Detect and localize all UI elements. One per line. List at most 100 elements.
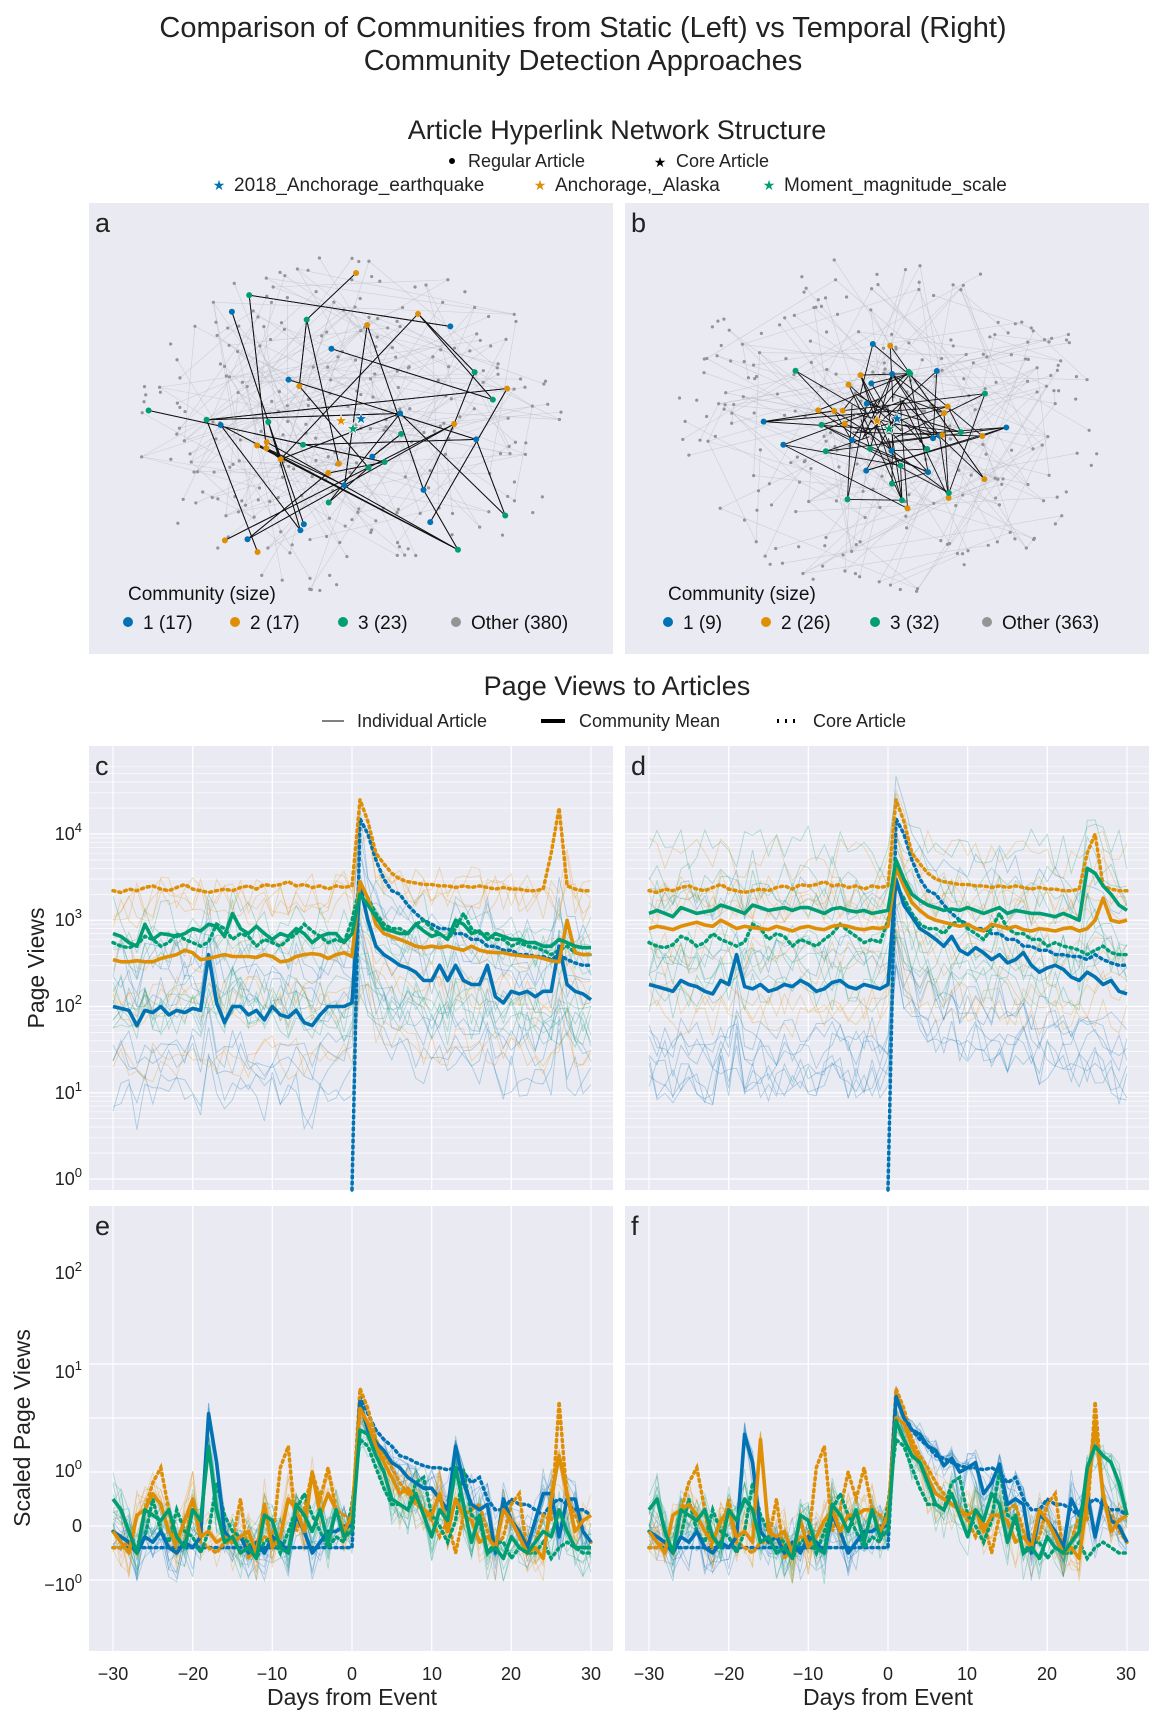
core-label-3: Moment_magnitude_scale	[784, 175, 1007, 196]
regular-article-node	[176, 402, 179, 405]
regular-article-node	[281, 579, 284, 582]
regular-article-node	[453, 346, 456, 349]
community-article-node	[504, 386, 510, 392]
regular-article-node	[825, 368, 828, 371]
regular-article-node	[681, 438, 684, 441]
regular-article-node	[987, 544, 990, 547]
regular-article-node	[907, 341, 910, 344]
regular-article-node	[961, 552, 964, 555]
regular-article-node	[373, 372, 376, 375]
views-ytick-1: 101	[55, 1079, 82, 1103]
regular-article-node	[384, 425, 387, 428]
regular-article-node	[524, 441, 527, 444]
regular-article-node	[228, 466, 231, 469]
panel-label-b: b	[631, 208, 646, 238]
regular-article-node	[993, 477, 996, 480]
regular-article-node	[805, 287, 808, 290]
regular-article-node	[475, 332, 478, 335]
regular-article-node	[308, 577, 311, 580]
community-article-node	[301, 521, 307, 527]
community-article-node	[245, 536, 251, 542]
regular-article-node	[1076, 452, 1079, 455]
regular-article-node	[444, 453, 447, 456]
community-article-node	[300, 442, 306, 448]
regular-article-node	[308, 588, 311, 591]
regular-article-node	[1060, 514, 1063, 517]
regular-article-node	[231, 463, 234, 466]
regular-article-node	[512, 387, 515, 390]
regular-article-node	[531, 405, 534, 408]
regular-article-node	[292, 467, 295, 470]
panel-f-background	[625, 1206, 1149, 1651]
regular-article-node	[804, 459, 807, 462]
regular-article-node	[757, 489, 760, 492]
regular-article-node	[869, 308, 872, 311]
regular-article-node	[988, 335, 991, 338]
regular-article-node	[296, 267, 299, 270]
regular-article-node	[781, 562, 784, 565]
regular-article-node	[753, 377, 756, 380]
regular-article-node	[882, 347, 885, 350]
regular-article-node	[996, 540, 999, 543]
regular-article-node	[1007, 331, 1010, 334]
regular-article-node	[821, 564, 824, 567]
regular-article-node	[496, 362, 499, 365]
regular-article-node	[845, 295, 848, 298]
regular-article-node	[382, 429, 385, 432]
regular-article-node	[716, 320, 719, 323]
regular-article-node	[482, 381, 485, 384]
regular-article-node	[359, 329, 362, 332]
regular-article-node	[307, 404, 310, 407]
regular-article-node	[687, 454, 690, 457]
scaled-ytick-pos1: 100	[55, 1457, 82, 1481]
regular-article-node	[370, 275, 373, 278]
regular-article-node	[169, 458, 172, 461]
community-article-node	[336, 461, 342, 467]
regular-article-node	[835, 499, 838, 502]
regular-article-node	[514, 320, 517, 323]
regular-article-node	[513, 499, 516, 502]
regular-article-node	[822, 435, 825, 438]
regular-article-node	[917, 288, 920, 291]
regular-article-node	[270, 400, 273, 403]
regular-article-node	[758, 351, 761, 354]
regular-article-node	[192, 470, 195, 473]
regular-article-node	[742, 395, 745, 398]
regular-article-node	[796, 456, 799, 459]
regular-article-node	[212, 301, 215, 304]
individual-article-label: Individual Article	[357, 711, 487, 731]
regular-article-node	[1041, 443, 1044, 446]
regular-article-node	[1056, 369, 1059, 372]
regular-article-node	[1031, 447, 1034, 450]
regular-article-node	[272, 285, 275, 288]
regular-article-node	[374, 519, 377, 522]
regular-article-node	[225, 374, 228, 377]
regular-article-node	[531, 511, 534, 514]
regular-article-node	[233, 282, 236, 285]
regular-article-node	[396, 554, 399, 557]
regular-article-node	[948, 424, 951, 427]
regular-article-node	[357, 507, 360, 510]
regular-article-node	[952, 283, 955, 286]
regular-article-node	[905, 526, 908, 529]
regular-article-node	[678, 396, 681, 399]
regular-article-node	[489, 344, 492, 347]
regular-article-node	[479, 339, 482, 342]
regular-article-node	[439, 424, 442, 427]
panel-a-legend-dot-1	[123, 617, 133, 627]
regular-article-node	[441, 301, 444, 304]
community-article-node	[849, 437, 855, 443]
community-article-node	[844, 496, 850, 502]
regular-article-node	[395, 320, 398, 323]
regular-article-node	[996, 478, 999, 481]
regular-article-node	[817, 298, 820, 301]
regular-article-node	[178, 406, 181, 409]
views-ytick-4: 104	[55, 820, 82, 844]
community-article-node	[982, 391, 988, 397]
community-article-node	[941, 410, 947, 416]
regular-article-node	[783, 316, 786, 319]
regular-article-node	[345, 555, 348, 558]
panel-a-legend-item-4: Other (380)	[471, 613, 568, 634]
community-article-node	[863, 468, 869, 474]
regular-article-node	[224, 514, 227, 517]
